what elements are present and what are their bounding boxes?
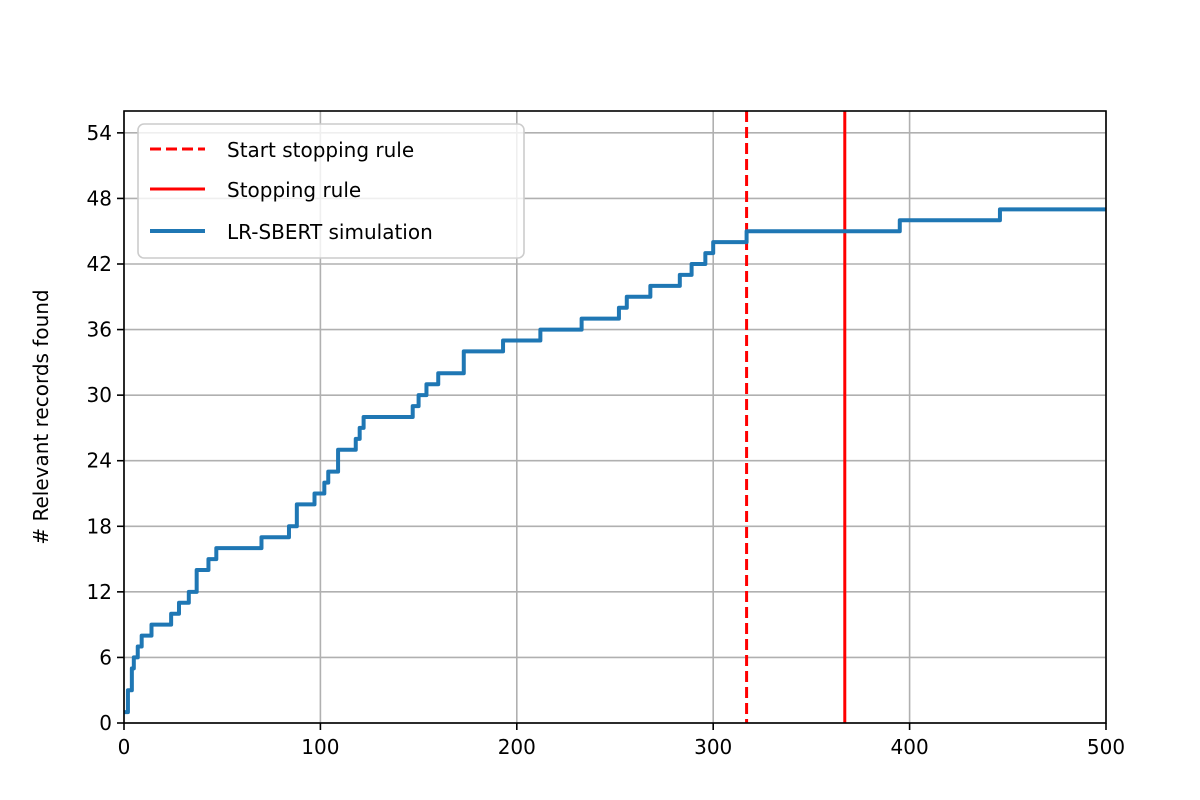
y-axis: 0 6 12 18 24 30 36 42 48 54 — [87, 121, 124, 735]
y-tick-label: 36 — [87, 318, 112, 342]
series-line-lr-sbert-simulation — [124, 207, 1106, 715]
y-tick-label: 42 — [87, 252, 112, 276]
x-tick-label: 300 — [694, 735, 732, 759]
x-tick-label: 500 — [1087, 735, 1125, 759]
plot-frame — [123, 110, 1107, 724]
y-tick-label: 24 — [87, 449, 112, 473]
legend: Start stopping rule Stopping rule LR-SBE… — [137, 123, 525, 259]
x-tick-label: 100 — [301, 735, 339, 759]
x-tick-label: 200 — [498, 735, 536, 759]
y-tick-label: 0 — [99, 711, 112, 735]
x-tick-label: 0 — [118, 735, 131, 759]
y-tick-label: 6 — [99, 645, 112, 669]
y-tick-label: 54 — [87, 121, 112, 145]
legend-label-lr-sbert-simulation: LR-SBERT simulation — [227, 220, 433, 244]
stopping-rule-lines — [745, 111, 847, 723]
y-axis-title: # Relevant records found — [29, 289, 53, 544]
legend-box — [137, 123, 525, 259]
y-tick-label: 30 — [87, 383, 112, 407]
y-tick-label: 48 — [87, 186, 112, 210]
x-tick-label: 400 — [891, 735, 929, 759]
y-tick-label: 18 — [87, 514, 112, 538]
legend-label-start-stopping-rule: Start stopping rule — [227, 138, 414, 162]
legend-label-stopping-rule: Stopping rule — [227, 178, 361, 202]
x-axis: 0 100 200 300 400 500 — [118, 723, 1125, 759]
series-lines — [124, 207, 1106, 715]
y-tick-label: 12 — [87, 580, 112, 604]
